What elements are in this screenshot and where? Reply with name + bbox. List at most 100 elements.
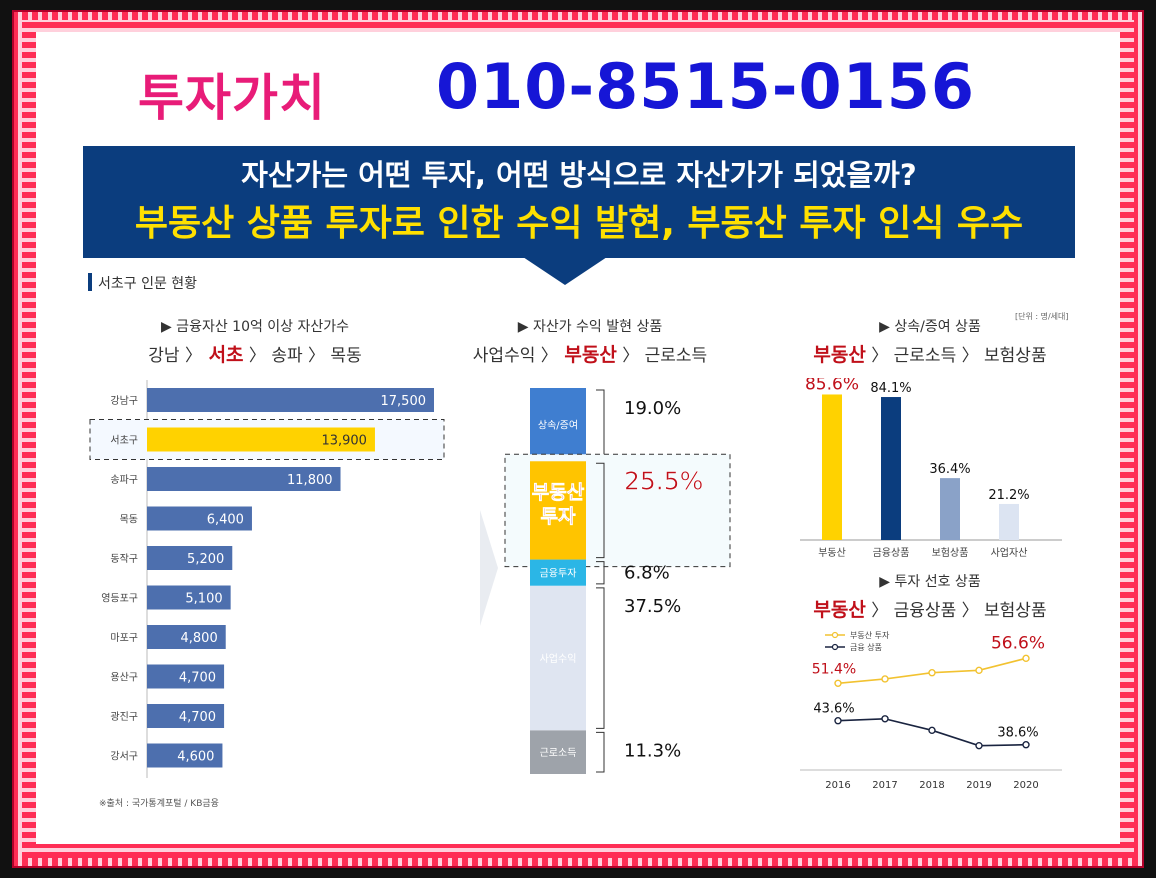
hbar-value-label: 4,600	[177, 750, 214, 765]
mid-subtitle: ▶ 자산가 수익 발현 상품	[517, 319, 663, 335]
stack-segment-name: 투자	[541, 505, 576, 527]
hbar-bar	[147, 743, 223, 768]
line-x-tick: 2017	[872, 780, 897, 791]
hbar-bar	[147, 506, 252, 531]
banner-headline: 부동산 상품 투자로 인한 수익 발현, 부동산 투자 인식 우수	[134, 203, 1024, 244]
ranking-item: 서초	[201, 344, 244, 366]
hbar-bar	[147, 704, 225, 728]
line-point	[975, 741, 983, 750]
stack-value-label: 11.3%	[624, 740, 681, 761]
line-x-tick: 2020	[1013, 780, 1038, 791]
stack-segment-name: 상속/증여	[538, 420, 578, 432]
ranking-item: 근로소득	[888, 346, 957, 366]
legend-label: 부동산 투자	[850, 630, 890, 640]
hbar-category-label: 영등포구	[101, 593, 138, 605]
stack-value-label: 25.5%	[624, 466, 703, 495]
ranking-separator: 〉	[535, 346, 558, 366]
stack-segment-name: 근로소득	[540, 747, 577, 759]
hbar-category-label: 마포구	[110, 632, 138, 644]
line-point	[975, 666, 983, 675]
line-point	[834, 679, 842, 687]
line-point	[928, 669, 936, 677]
vbar-value-label: 36.4%	[929, 462, 970, 477]
ranking-item: 부동산	[813, 344, 866, 366]
line-point	[1022, 654, 1030, 663]
vbar-bar	[822, 394, 842, 540]
hbar-value-label: 5,100	[185, 592, 222, 607]
ranking-item: 사업수익	[472, 346, 536, 366]
stack-bracket	[596, 731, 605, 773]
ranking-item: 부동산	[813, 599, 866, 621]
hbar-category-label: 송파구	[110, 474, 138, 486]
stack-bracket	[596, 389, 605, 460]
line-point-label: 38.6%	[997, 726, 1038, 741]
hbar-value-label: 5,200	[187, 552, 224, 567]
vbar-category-label: 부동산	[818, 547, 846, 559]
ranking-separator: 〉	[616, 346, 640, 366]
line-x-tick: 2016	[825, 780, 850, 791]
hbar-bar	[147, 585, 231, 610]
stack-value-label: 19.0%	[624, 398, 681, 419]
stack-segment	[530, 461, 586, 560]
legend-marker	[831, 643, 839, 651]
ranking-separator: 〉	[865, 346, 889, 366]
headline-banner: 자산가는 어떤 투자, 어떤 방식으로 자산가가 되었을까? 부동산 상품 투자…	[83, 146, 1075, 258]
ranking-item: 보험상품	[978, 601, 1047, 621]
hbar-category-label: 용산구	[110, 672, 138, 684]
hbar-category-label: 강서구	[110, 751, 138, 763]
banner-pointer	[523, 257, 607, 285]
ranking-separator: 〉	[179, 346, 202, 366]
stack-segment	[530, 730, 586, 774]
vbar-bar	[940, 478, 960, 540]
panel-divider-chevron	[480, 510, 498, 626]
ranking-separator: 〉	[956, 601, 979, 621]
stack-value-label: 6.8%	[624, 563, 670, 584]
phone-number[interactable]: 010-8515-0156	[436, 50, 976, 123]
hbar-value-label: 4,700	[179, 671, 216, 686]
hbar-bar	[147, 625, 226, 649]
ranking-separator: 〉	[865, 601, 889, 621]
line-point	[881, 715, 889, 723]
hbar-value-label: 4,800	[181, 631, 218, 646]
inheritance-bar-chart: 85.6% 부동산 84.1% 금융상품 36.4% 보험상품 21.2% 사업자산	[800, 378, 1062, 559]
ranking-item: 금융상품	[888, 601, 957, 621]
ranking-item: 부동산	[557, 344, 617, 366]
stack-segment-name: 금융투자	[540, 568, 577, 580]
vbar-value-label: 21.2%	[988, 488, 1029, 503]
hbar-bar	[147, 546, 233, 570]
ranking-item: 강남	[148, 346, 180, 366]
hbar-bar	[147, 427, 375, 452]
hbar-value-label: 6,400	[207, 513, 244, 528]
ranking-separator: 〉	[243, 346, 266, 366]
stack-segment-name: 사업수익	[540, 652, 577, 665]
ranking-separator: 〉	[302, 346, 326, 366]
hbar-category-label: 서초구	[110, 435, 138, 447]
source-note: ※출처 : 국가통계포털 / KB금융	[99, 799, 219, 809]
line-point	[1022, 741, 1030, 749]
hbar-value-label: 4,700	[179, 710, 216, 725]
ranking-item: 목동	[325, 346, 362, 366]
section-marker	[88, 273, 92, 291]
hbar-bar	[147, 467, 341, 491]
ranking-item: 근로소득	[639, 346, 708, 366]
stack-segment	[530, 388, 586, 462]
vbar-bar	[881, 397, 901, 540]
vbar-bar	[999, 503, 1019, 540]
ranking-item: 보험상품	[978, 346, 1047, 366]
hbar-value-label: 17,500	[381, 394, 427, 409]
left-ranking: 강남 〉 서초 〉 송파 〉 목동	[110, 340, 400, 367]
right-top-subtitle: ▶ 상속/증여 상품	[879, 319, 981, 335]
stack-segment	[530, 559, 586, 586]
line-x-tick: 2019	[966, 780, 991, 791]
left-subtitle: ▶ 금융자산 10억 이상 자산가수	[160, 319, 350, 335]
hbar-bar	[147, 664, 225, 689]
hbar-value-label: 11,800	[287, 473, 333, 488]
hbar-value-label: 13,900	[321, 434, 367, 449]
vbar-category-label: 보험상품	[932, 547, 969, 559]
ranking-item: 송파	[265, 346, 303, 366]
hbar-category-label: 강남구	[110, 395, 138, 407]
line-point-label: 56.6%	[991, 633, 1045, 653]
line-x-tick: 2018	[919, 780, 944, 791]
